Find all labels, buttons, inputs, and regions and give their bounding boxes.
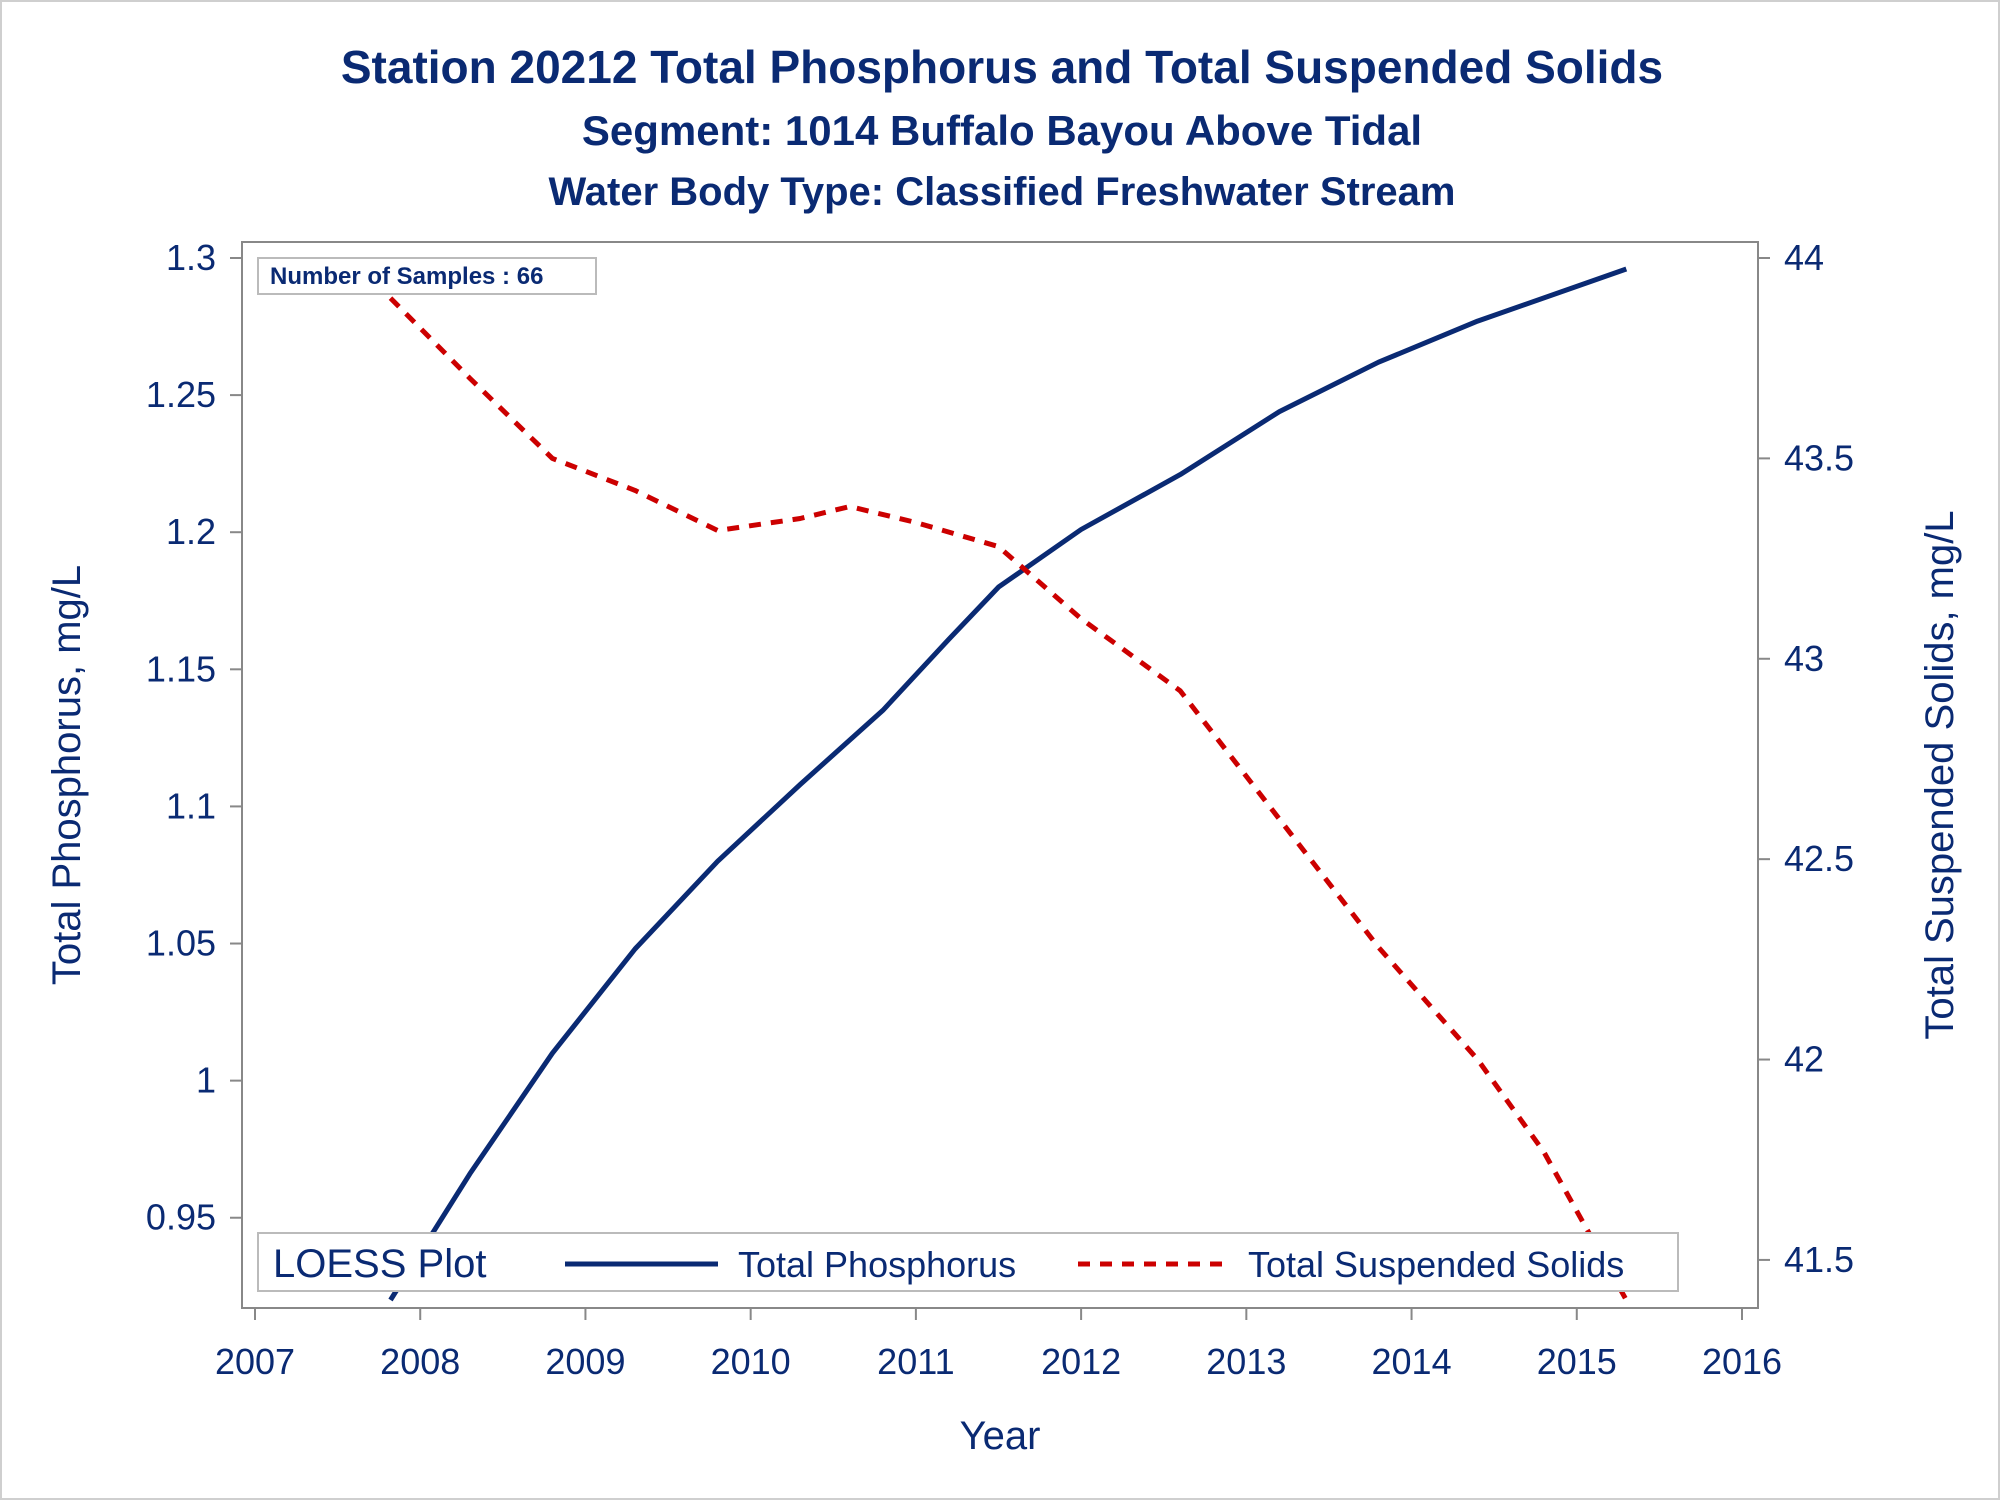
y-left-tick-label: 0.95: [146, 1197, 216, 1238]
y-left-tick-label: 1: [196, 1060, 216, 1101]
legend-title: LOESS Plot: [273, 1242, 486, 1286]
y-right-tick-label: 41.5: [1784, 1239, 1854, 1280]
y-right-tick-label: 43: [1784, 638, 1824, 679]
plot-layer: [388, 266, 1629, 1302]
sample-count-box: Number of Samples : 66: [257, 257, 597, 295]
x-tick-label: 2016: [1702, 1341, 1782, 1382]
x-tick-label: 2010: [711, 1341, 791, 1382]
x-tick-label: 2015: [1537, 1341, 1617, 1382]
plot-area-border: [241, 241, 1759, 1309]
chart-subtitle-segment: Segment: 1014 Buffalo Bayou Above Tidal: [581, 107, 1423, 154]
axes-layer: 2007 2008 2009 2010 2011 2012 2013 2014 2015 2016…: [146, 237, 1854, 1382]
series-line-total-suspended-solids: [388, 296, 1629, 1302]
y-left-tick-label: 1.3: [166, 237, 216, 278]
y-right-tick-label: 44: [1784, 237, 1824, 278]
x-tick-label: 2008: [380, 1341, 460, 1382]
y-left-tick-label: 1.1: [166, 785, 216, 826]
x-tick-label: 2007: [215, 1341, 295, 1382]
legend-label-total-phosphorus: Total Phosphorus: [738, 1244, 1016, 1285]
y-right-tick-label: 42: [1784, 1039, 1824, 1080]
y-left-tick-label: 1.15: [146, 648, 216, 689]
y-left-tick-label: 1.2: [166, 511, 216, 552]
x-tick-label: 2012: [1041, 1341, 1121, 1382]
y-left-tick-label: 1.05: [146, 923, 216, 964]
x-axis-label: Year: [960, 1414, 1041, 1458]
y-left-tick-label: 1.25: [146, 374, 216, 415]
x-tick-label: 2009: [545, 1341, 625, 1382]
axis-labels-layer: Year Total Phosphorus, mg/L Total Suspen…: [45, 510, 1962, 1458]
y-axis-right-label: Total Suspended Solids, mg/L: [1918, 510, 1962, 1039]
y-right-tick-label: 43.5: [1784, 437, 1854, 478]
x-tick-label: 2013: [1206, 1341, 1286, 1382]
chart-title: Station 20212 Total Phosphorus and Total…: [340, 41, 1664, 93]
chart-subtitle-water-body: Water Body Type: Classified Freshwater S…: [548, 170, 1456, 214]
x-tick-label: 2014: [1372, 1341, 1452, 1382]
legend-box: [257, 1232, 1679, 1292]
legend-label-total-suspended-solids: Total Suspended Solids: [1248, 1244, 1624, 1285]
sample-count-text: Number of Samples : 66: [270, 263, 543, 290]
y-axis-left-label: Total Phosphorus, mg/L: [45, 565, 89, 985]
y-right-tick-label: 42.5: [1784, 838, 1854, 879]
legend: LOESS Plot Total Phosphorus Total Suspen…: [257, 1232, 1679, 1292]
series-line-total-phosphorus: [388, 266, 1628, 1302]
x-tick-label: 2011: [877, 1341, 954, 1382]
